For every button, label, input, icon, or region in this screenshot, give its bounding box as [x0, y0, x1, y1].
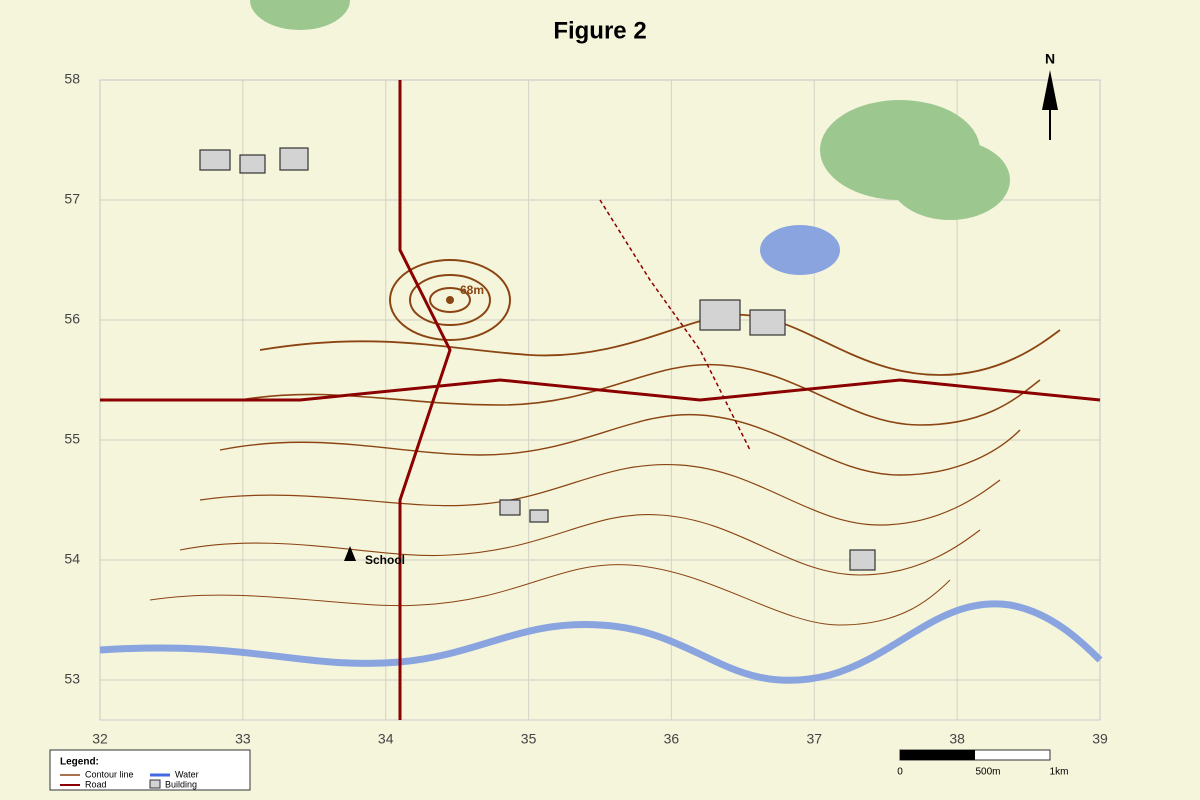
legend-title: Legend: — [60, 757, 99, 768]
hill-contour — [389, 259, 511, 341]
building — [239, 154, 266, 174]
contour-line — [149, 564, 951, 626]
y-tick-label: 57 — [64, 191, 80, 207]
building — [529, 509, 549, 523]
building — [749, 309, 786, 336]
peak-label: 68m — [460, 283, 484, 297]
x-tick-label: 35 — [521, 731, 537, 747]
y-tick-label: 53 — [64, 671, 80, 687]
y-tick-label: 56 — [64, 311, 80, 327]
legend-label: Road — [85, 779, 107, 789]
hill-contour — [429, 287, 471, 313]
north-arrow-head — [1042, 70, 1058, 110]
legend-label: Building — [165, 779, 197, 789]
scale-label: 1km — [1050, 767, 1069, 778]
legend-label: Water — [175, 769, 199, 779]
x-tick-label: 32 — [92, 731, 108, 747]
x-tick-label: 37 — [806, 731, 822, 747]
building — [849, 549, 876, 571]
x-tick-label: 38 — [949, 731, 965, 747]
building — [279, 147, 309, 171]
building — [499, 499, 521, 516]
x-tick-label: 33 — [235, 731, 251, 747]
scale-label: 0 — [897, 767, 903, 778]
contours — [149, 259, 1061, 626]
building — [199, 149, 231, 171]
road — [100, 378, 1101, 402]
contour-line — [239, 363, 1041, 426]
buildings — [199, 147, 876, 571]
legend-swatch — [149, 779, 161, 789]
legend: Legend: Contour line Water Road Building — [49, 749, 251, 791]
forest — [250, 0, 350, 30]
lake — [760, 225, 840, 275]
scale-bar: 0 500m 1km — [897, 749, 1069, 778]
y-tick-label: 54 — [64, 551, 80, 567]
scale-bar-fill — [900, 750, 975, 760]
contour-line — [199, 463, 1001, 526]
legend-label: Contour line — [85, 769, 134, 779]
school-label: School — [365, 553, 405, 567]
y-tick-label: 55 — [64, 431, 80, 447]
x-tick-label: 34 — [378, 731, 394, 747]
peak — [446, 296, 454, 304]
river — [99, 600, 1103, 684]
school-marker — [344, 546, 356, 561]
x-tick-label: 36 — [664, 731, 680, 747]
north-label: N — [1045, 51, 1055, 67]
contour-line — [219, 413, 1021, 476]
forest — [890, 140, 1010, 220]
building — [699, 299, 741, 331]
title: Figure 2 — [553, 17, 646, 44]
y-tick-label: 58 — [64, 71, 80, 87]
contour-line — [179, 514, 981, 576]
scale-label: 500m — [975, 767, 1000, 778]
road — [398, 80, 452, 720]
hill-contour — [409, 274, 491, 326]
x-tick-label: 39 — [1092, 731, 1108, 747]
